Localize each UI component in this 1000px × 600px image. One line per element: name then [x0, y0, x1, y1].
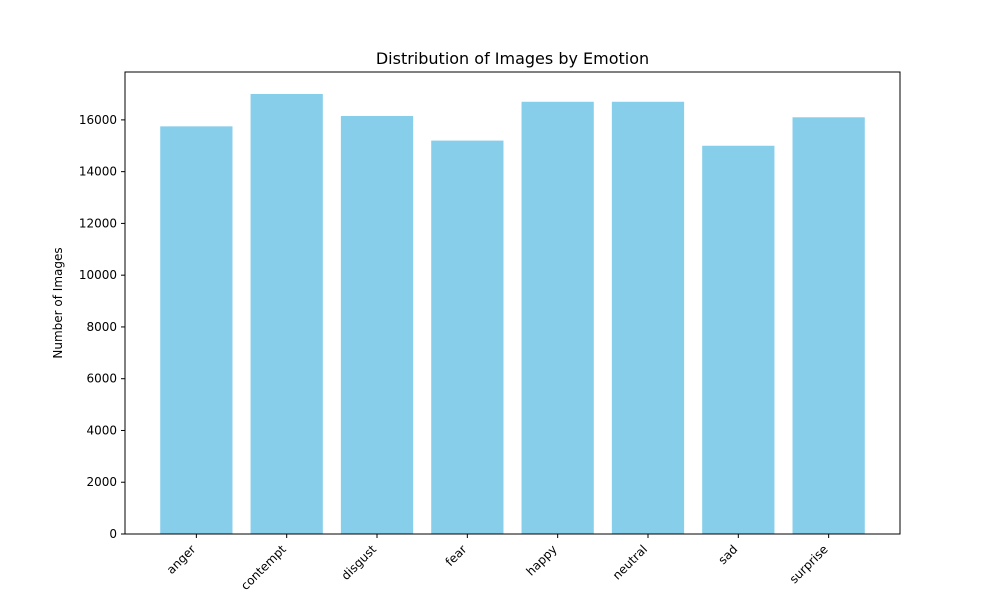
bar-disgust — [340, 116, 414, 534]
y-tick-label: 10000 — [79, 268, 117, 282]
chart-title: Distribution of Images by Emotion — [376, 49, 649, 68]
x-tick-label-neutral: neutral — [610, 542, 650, 582]
bar-anger — [160, 126, 233, 535]
x-tick-label-surprise: surprise — [787, 542, 831, 586]
x-tick-label-anger: anger — [164, 542, 199, 577]
y-tick-label: 4000 — [86, 423, 117, 437]
y-tick-label: 14000 — [79, 165, 117, 179]
y-tick-label: 8000 — [86, 320, 117, 334]
bar-contempt — [250, 94, 323, 534]
y-tick-label: 16000 — [79, 113, 117, 127]
bar-neutral — [611, 101, 685, 534]
y-axis: 0 2000 4000 6000 8000 10000 12000 14000 16000 — [79, 113, 125, 541]
x-axis: anger contempt disgust fear happy neutral sad s… — [164, 534, 831, 593]
bar-surprise — [792, 117, 865, 534]
y-tick-label: 12000 — [79, 216, 117, 230]
bar-fear — [431, 140, 504, 534]
plot-area-frame — [124, 71, 901, 535]
x-tick-label-fear: fear — [443, 542, 470, 569]
bar-happy — [521, 101, 594, 534]
x-tick-label-contempt: contempt — [238, 542, 289, 593]
y-axis-label: Number of Images — [51, 247, 65, 358]
y-tick-label: 0 — [109, 527, 117, 541]
y-tick-label: 2000 — [86, 475, 117, 489]
bars-group — [160, 94, 865, 535]
x-tick-label-sad: sad — [716, 542, 741, 567]
x-tick-label-happy: happy — [524, 542, 560, 578]
bar-sad — [702, 145, 775, 534]
x-tick-label-disgust: disgust — [339, 542, 380, 583]
y-tick-label: 6000 — [86, 372, 117, 386]
